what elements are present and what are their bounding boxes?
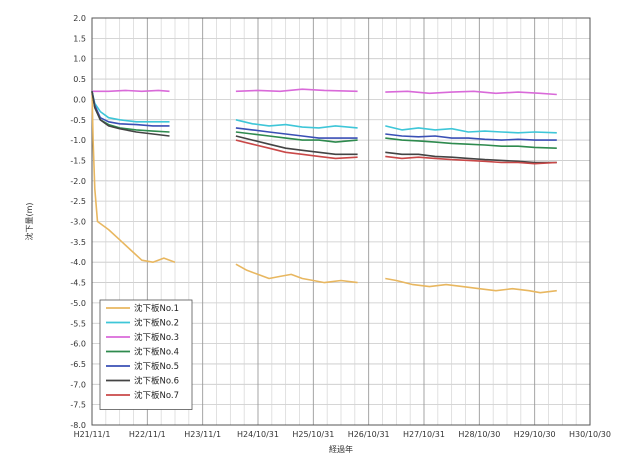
y-tick-label: -8.0 (70, 421, 86, 430)
x-tick-label: H23/11/1 (184, 430, 221, 439)
series-line-3 (385, 90, 557, 96)
series-line-1 (385, 277, 557, 294)
legend-label: 沈下板No.6 (134, 376, 179, 387)
series-line-4 (385, 137, 557, 149)
plot-frame (91, 17, 591, 426)
series-line-5 (91, 91, 170, 127)
y-tick-label: -5.0 (70, 299, 86, 308)
series-line-7 (235, 139, 358, 160)
y-tick-label: -3.0 (70, 218, 86, 227)
x-tick-label: H29/10/30 (514, 430, 556, 439)
legend-label: 沈下板No.1 (134, 303, 179, 314)
y-tick-label: -0.5 (70, 116, 86, 125)
series-line-6 (385, 151, 557, 164)
legend-label: 沈下板No.4 (134, 347, 179, 358)
series-lines (91, 88, 557, 294)
series-line-3 (235, 88, 358, 93)
legend-box (99, 299, 193, 410)
x-tick-label: H26/10/31 (348, 430, 390, 439)
y-tick-label: -1.5 (70, 156, 86, 165)
legend-label: 沈下板No.7 (134, 390, 179, 401)
y-tick-label: 1.5 (73, 34, 86, 43)
y-tick-label: 1.0 (73, 55, 86, 64)
y-tick-label: -4.0 (70, 258, 86, 267)
y-tick-label: -6.0 (70, 340, 86, 349)
y-tick-label: -2.0 (70, 177, 86, 186)
x-tick-label: H25/10/31 (292, 430, 334, 439)
series-line-2 (91, 91, 170, 123)
y-tick-label: -4.5 (70, 279, 86, 288)
legend-label: 沈下板No.3 (134, 332, 179, 343)
y-tick-label: -6.5 (70, 360, 86, 369)
legend-label: 沈下板No.2 (134, 318, 179, 329)
y-tick-label: 0.0 (73, 95, 86, 104)
series-line-6 (235, 135, 358, 156)
legend: 沈下板No.1 沈下板No.2 沈下板No.3 沈下板No.4 沈下板No.5 沈下板No… (99, 299, 193, 410)
x-tick-label: H22/11/1 (129, 430, 166, 439)
y-tick-label: -7.0 (70, 380, 86, 389)
x-axis-label: 経過年 (329, 444, 353, 454)
y-tick-label: -2.5 (70, 197, 86, 206)
x-tick-label: H24/10/31 (237, 430, 279, 439)
legend-label: 沈下板No.5 (134, 361, 179, 372)
y-tick-label: -3.5 (70, 238, 86, 247)
x-tick-label: H28/10/30 (458, 430, 500, 439)
series-line-5 (385, 133, 557, 141)
series-line-2 (235, 119, 358, 129)
y-tick-label: 0.5 (73, 75, 86, 84)
series-line-3 (92, 89, 170, 93)
series-line-6 (91, 91, 170, 137)
y-tick-label: -5.5 (70, 319, 86, 328)
series-line-5 (235, 127, 358, 139)
x-tick-label: H30/10/30 (569, 430, 611, 439)
y-tick-label: -7.5 (70, 401, 86, 410)
series-line-1 (91, 91, 176, 263)
x-tick-label: H27/10/31 (403, 430, 445, 439)
axes: 2.0 1.5 1.0 0.5 0.0 -0.5 -1.0 -1.5 -2.0 -2.5 -3.0 -… (70, 14, 611, 439)
series-line-4 (235, 131, 358, 143)
y-axis-label: 沈下量(m) (24, 202, 34, 240)
y-tick-label: -1.0 (70, 136, 86, 145)
x-tick-label: H21/11/1 (74, 430, 111, 439)
series-line-1 (235, 263, 358, 284)
series-line-7 (385, 155, 557, 165)
y-tick-label: 2.0 (73, 14, 86, 23)
series-line-2 (385, 125, 557, 134)
